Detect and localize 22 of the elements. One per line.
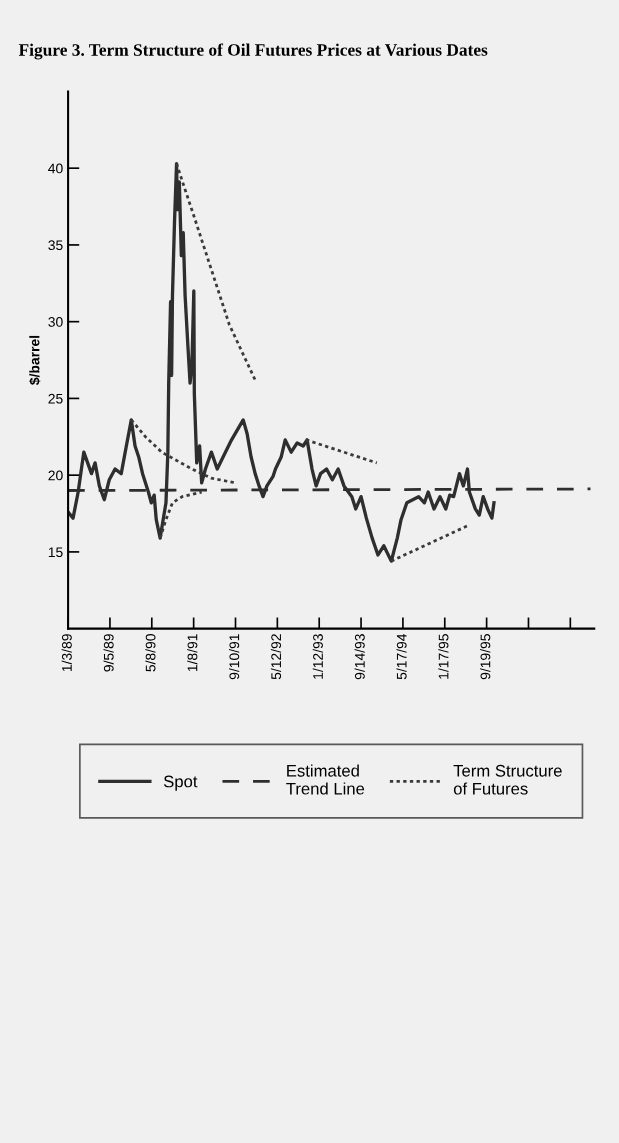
y-tick-label: 20 [48, 470, 63, 481]
legend-label: Spot [163, 775, 198, 791]
y-tick-label: 30 [48, 317, 63, 327]
y-tick-label: 40 [48, 163, 63, 174]
legend-label: Estimated Trend Line [286, 764, 365, 795]
x-tick-label: 5/12/92 [270, 634, 282, 680]
y-tick-label: 35 [48, 240, 63, 251]
x-tick-label: 1/17/95 [438, 634, 449, 679]
y-axis-title: $/barrel [29, 335, 41, 385]
x-tick-label: 9/5/89 [103, 634, 114, 672]
x-tick-label: 9/19/95 [480, 634, 491, 680]
x-tick-label: 1/8/91 [187, 634, 198, 672]
x-tick-label: 1/3/89 [61, 634, 72, 672]
x-tick-label: 1/12/93 [312, 634, 323, 679]
chart-title: Figure 3. Term Structure of Oil Futures Prices at Various Dates [18, 43, 488, 60]
y-tick-label: 15 [48, 547, 63, 558]
y-tick-label: 25 [48, 393, 63, 404]
x-tick-label: 5/17/94 [396, 633, 407, 680]
x-tick-label: 9/10/91 [229, 634, 240, 680]
x-tick-label: 5/8/90 [145, 634, 156, 672]
x-tick-label: 9/14/93 [354, 634, 365, 680]
legend-label: Term Structure of Futures [453, 764, 562, 795]
